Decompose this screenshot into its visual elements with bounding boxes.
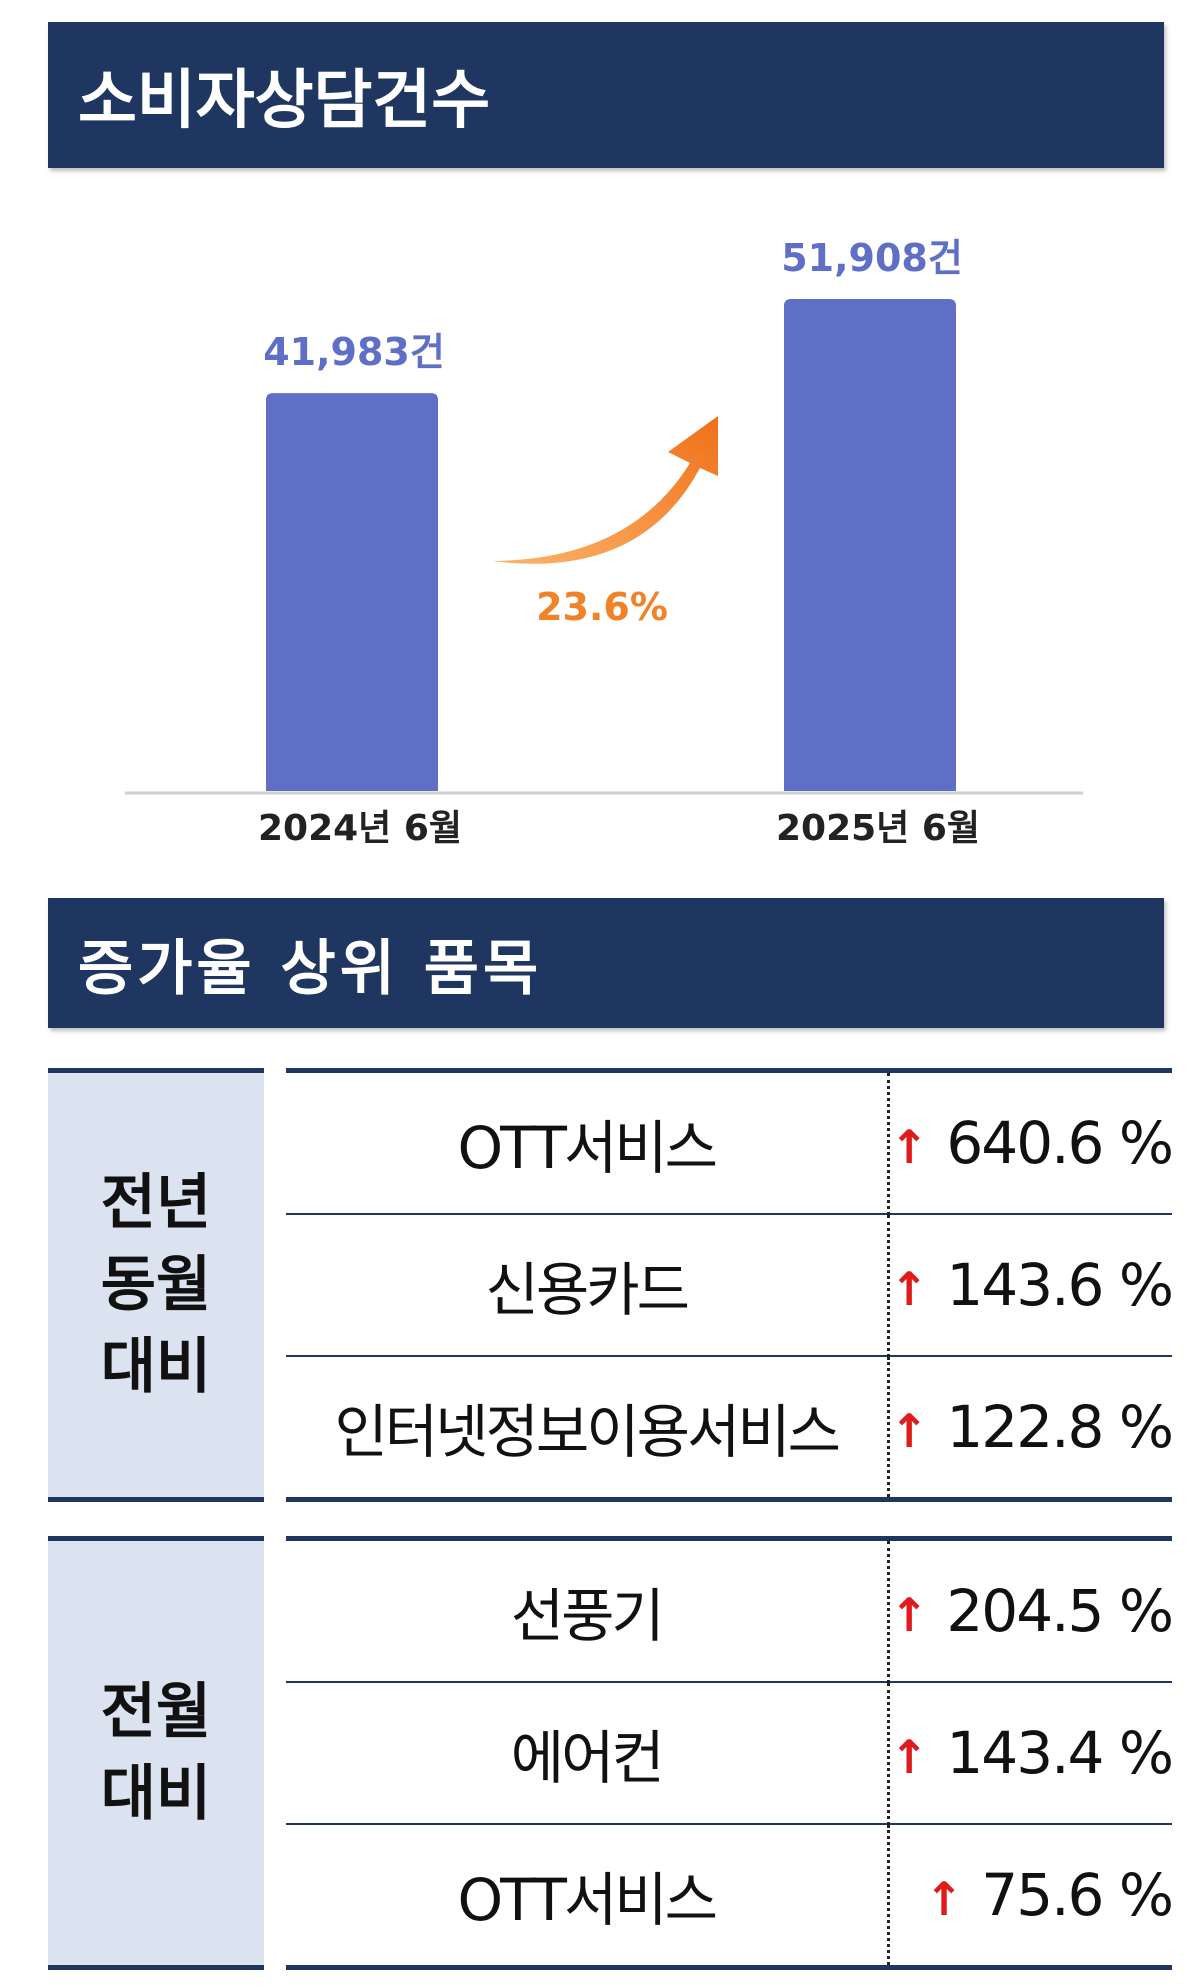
bar-1 [266,393,438,791]
x-tick-label-2: 2025년 6월 [776,808,980,849]
item-growth-rate: ↑ 143.4 % [886,1682,1174,1825]
rate-value: 204.5 % [946,1577,1174,1645]
arrow-up-icon: ↑ [889,1120,929,1174]
group-label-2: 전월대비 [48,1536,264,1970]
arrow-up-icon: ↑ [889,1730,929,1784]
arrow-up-icon: ↑ [924,1872,964,1926]
bar-value-label-2: 51,908건 [781,236,963,280]
growth-arrow-icon [492,416,718,564]
item-name: 신용카드 [286,1214,888,1357]
x-tick-label-1: 2024년 6월 [258,808,462,849]
item-name: OTT서비스 [286,1824,888,1970]
item-name: OTT서비스 [286,1068,888,1215]
rate-value: 75.6 % [981,1861,1174,1929]
table-row: 인터넷정보이용서비스 ↑ 122.8 % [48,1356,1174,1502]
arrow-up-icon: ↑ [889,1262,929,1316]
table-row: OTT서비스 ↑ 75.6 % [48,1824,1174,1970]
item-name: 선풍기 [286,1536,888,1683]
growth-ranking-table: 전년동월대비 OTT서비스 ↑ 640.6 % 신용카드 ↑ 143.6 % 인터넷정보이용서… [48,1068,1174,1970]
rate-value: 143.4 % [946,1719,1174,1787]
table-row: 전년동월대비 OTT서비스 ↑ 640.6 % [48,1068,1174,1502]
arrow-up-icon: ↑ [889,1588,929,1642]
growth-rate-label: 23.6% [536,585,668,629]
table-row: 전월대비 선풍기 ↑ 204.5 % [48,1536,1174,1970]
section-title-top-growth: 증가율 상위 품목 [48,898,1164,1028]
table-row: 에어컨 ↑ 143.4 % [48,1682,1174,1825]
rate-value: 122.8 % [946,1393,1174,1461]
arrow-up-icon: ↑ [889,1404,929,1458]
section-title-consultations: 소비자상담건수 [48,22,1164,168]
rate-value: 640.6 % [946,1109,1174,1177]
bar-2 [784,299,956,791]
item-growth-rate: ↑ 75.6 % [886,1824,1174,1970]
consultation-bar-chart: 41,983건 2024년 6월 51,908건 2025년 6월 23.6% [125,236,1083,849]
item-name: 에어컨 [286,1682,888,1825]
item-growth-rate: ↑ 204.5 % [886,1536,1174,1683]
rate-value: 143.6 % [946,1251,1174,1319]
item-name: 인터넷정보이용서비스 [286,1356,888,1502]
table-row: 신용카드 ↑ 143.6 % [48,1214,1174,1357]
item-growth-rate: ↑ 143.6 % [886,1214,1174,1357]
item-growth-rate: ↑ 122.8 % [886,1356,1174,1502]
item-growth-rate: ↑ 640.6 % [886,1068,1174,1215]
bar-value-label-1: 41,983건 [263,330,445,374]
group-label-1: 전년동월대비 [48,1068,264,1502]
